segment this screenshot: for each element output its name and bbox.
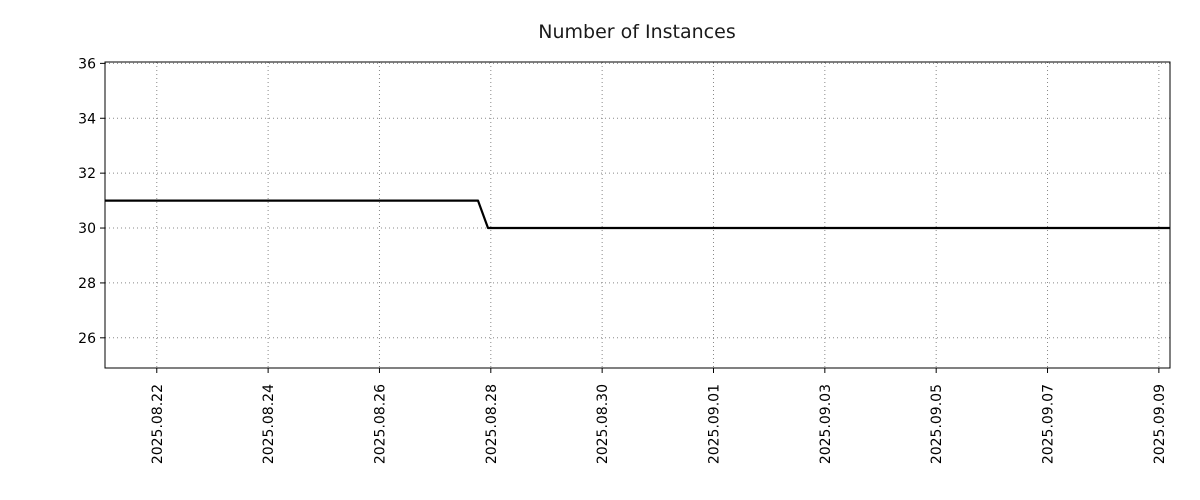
x-tick-label: 2025.09.05 — [929, 384, 945, 464]
y-tick-label: 32 — [78, 166, 96, 182]
axis-layer: 2025.08.22 2025.08.24 2025.08.26 2025.08.28… — [78, 56, 1171, 464]
y-tick-label: 28 — [78, 276, 96, 292]
y-tick-label: 30 — [78, 221, 96, 237]
x-tick-label: 2025.08.28 — [484, 384, 500, 464]
x-tick-label: 2025.08.26 — [372, 384, 388, 464]
x-tick-label: 2025.08.24 — [261, 384, 277, 464]
y-tick-label: 34 — [78, 111, 96, 127]
y-tick-label: 36 — [78, 56, 96, 72]
x-tick-label: 2025.08.22 — [150, 384, 166, 464]
chart-title: Number of Instances — [538, 21, 735, 43]
series-layer — [105, 199, 1170, 230]
x-tick-label: 2025.09.09 — [1152, 384, 1168, 464]
series-line-instances — [105, 199, 1170, 230]
x-tick-label: 2025.09.07 — [1041, 384, 1057, 464]
x-tick-label: 2025.09.03 — [818, 384, 834, 464]
y-tick-label: 26 — [78, 331, 96, 347]
x-tick-label: 2025.08.30 — [595, 384, 611, 464]
grid-layer — [105, 62, 1170, 368]
plot-border — [104, 61, 1171, 369]
x-tick-label: 2025.09.01 — [706, 384, 722, 464]
